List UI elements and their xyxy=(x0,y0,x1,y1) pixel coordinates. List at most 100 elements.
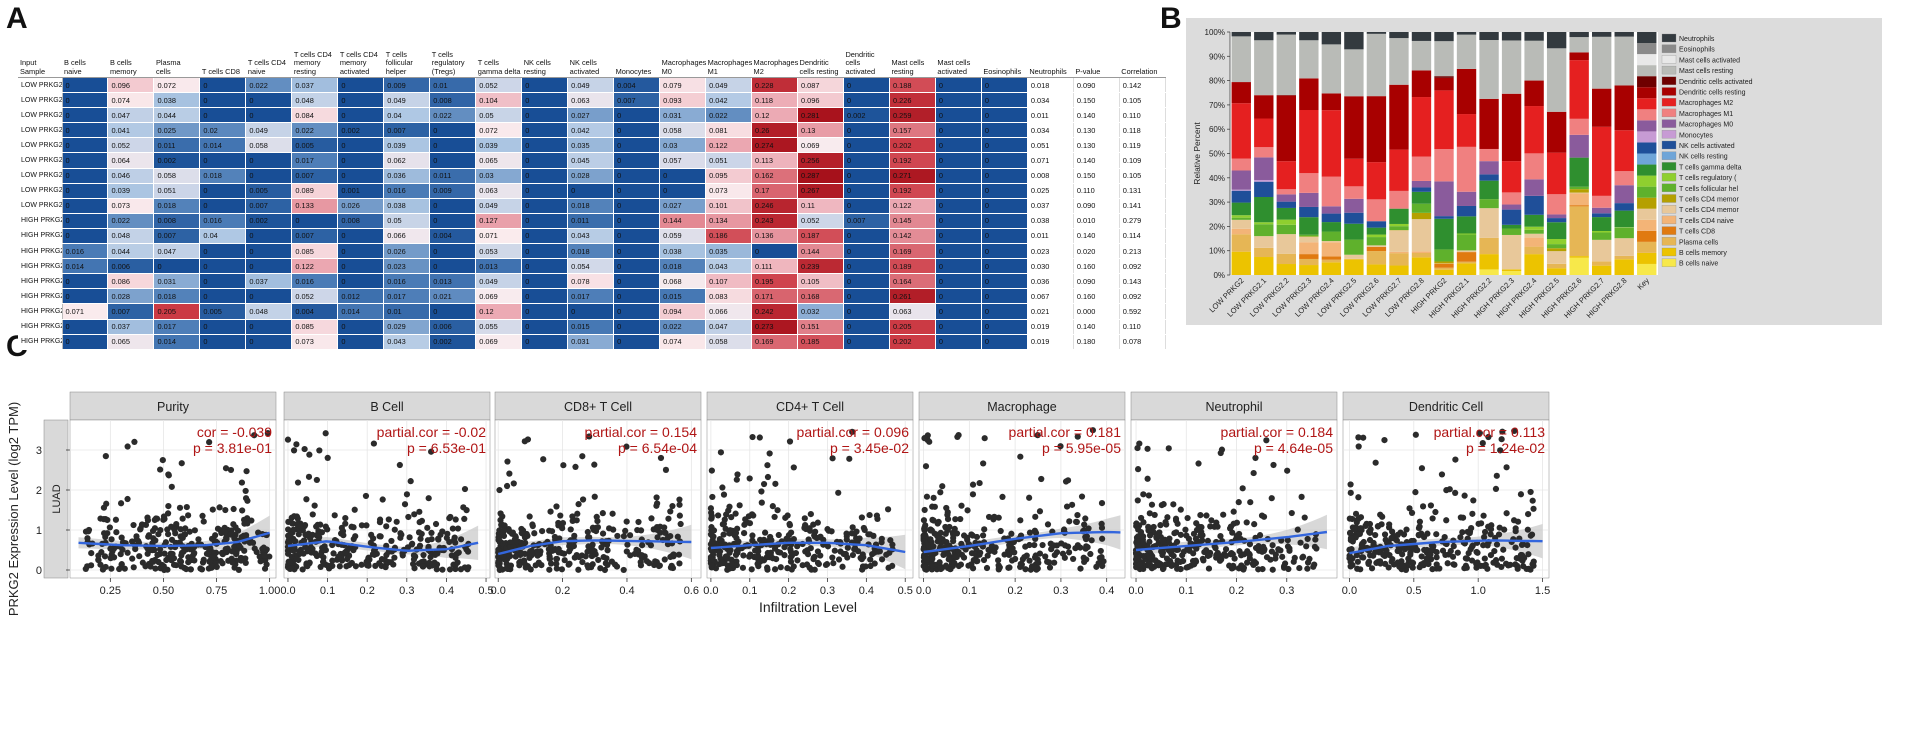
column-header: T cells gamma delta xyxy=(475,44,522,78)
bar-segment xyxy=(1501,161,1522,193)
row-label: HIGH PRKG2.4 xyxy=(18,273,63,290)
data-point xyxy=(1034,565,1041,572)
data-point xyxy=(1291,554,1298,562)
facet-title: CD8+ T Cell xyxy=(564,400,632,414)
table-cell: 0.009 xyxy=(429,183,477,199)
x-axis-label: Infiltration Level xyxy=(759,599,857,615)
data-point xyxy=(178,549,186,557)
y-tick-label: 80% xyxy=(1209,77,1225,86)
table-cell: 0.051 xyxy=(705,152,753,169)
data-point xyxy=(1088,537,1095,544)
data-point xyxy=(1182,526,1189,533)
bar-segment xyxy=(1231,170,1251,190)
data-point xyxy=(1419,503,1427,510)
data-point xyxy=(1415,524,1423,532)
table-cell: 0 xyxy=(521,213,569,229)
table-cell: 0.031 xyxy=(659,107,707,124)
data-point xyxy=(546,527,553,534)
bar-segment xyxy=(1389,208,1409,224)
bar-segment xyxy=(1434,149,1454,182)
data-point xyxy=(670,551,677,558)
data-point xyxy=(614,532,621,540)
bar-segment xyxy=(1299,173,1319,193)
table-cell: 0.072 xyxy=(475,122,523,139)
table-cell: 0.002 xyxy=(843,107,890,124)
data-point xyxy=(635,518,642,526)
table-cell: 0.064 xyxy=(107,152,155,169)
data-point xyxy=(300,537,308,544)
data-point xyxy=(646,560,653,567)
data-point xyxy=(1375,523,1382,530)
data-point xyxy=(1450,561,1457,568)
table-cell: 0.047 xyxy=(153,243,201,260)
y-tick-label: 3 xyxy=(36,445,42,457)
data-point xyxy=(300,550,307,557)
data-point xyxy=(428,529,435,537)
table-cell: 0.079 xyxy=(659,77,707,94)
y-axis-label: Relative Percent xyxy=(1192,122,1202,185)
data-point xyxy=(1053,542,1061,549)
table-cell: 0 xyxy=(62,137,109,154)
bar-segment xyxy=(1299,265,1319,275)
bar-segment xyxy=(1389,265,1409,275)
bar-segment xyxy=(1614,130,1634,172)
data-point xyxy=(1466,529,1473,537)
data-point xyxy=(162,539,169,546)
data-point xyxy=(603,555,610,562)
table-cell: 0 xyxy=(62,168,109,184)
data-point xyxy=(740,530,748,537)
legend-swatch xyxy=(1661,140,1677,150)
bar-segment xyxy=(1591,239,1612,262)
table-cell: 0 xyxy=(429,122,477,139)
key-swatch xyxy=(1637,43,1657,55)
data-point xyxy=(560,462,567,469)
data-point xyxy=(1444,560,1451,567)
data-point xyxy=(1151,511,1158,519)
y-tick-label: 60% xyxy=(1209,125,1225,134)
column-header: Correlation xyxy=(1119,44,1166,78)
bar-segment xyxy=(1501,32,1522,41)
column-header: Macrophages M1 xyxy=(705,44,752,78)
data-point xyxy=(1400,531,1408,538)
table-cell: 0.026 xyxy=(383,243,431,260)
data-point xyxy=(786,520,793,528)
data-point xyxy=(284,436,292,443)
bar-segment xyxy=(1546,194,1567,215)
data-point xyxy=(1026,557,1033,564)
table-row: LOW PRKG2.400.0520.0110.0140.0580.00500.… xyxy=(18,137,1167,154)
bar-segment xyxy=(1456,233,1477,235)
bar-segment xyxy=(1546,248,1567,252)
data-point xyxy=(710,539,717,546)
table-cell: 0.073 xyxy=(291,334,339,350)
table-cell: 0.078 xyxy=(567,273,615,290)
legend-label: Macrophages M0 xyxy=(1679,122,1733,129)
table-cell: 0.053 xyxy=(475,243,523,260)
row-strip-label: LUAD xyxy=(51,484,63,513)
table-cell: 0 xyxy=(337,168,385,184)
data-point xyxy=(802,521,809,529)
table-cell: 0 xyxy=(62,273,109,290)
data-point xyxy=(1352,534,1359,541)
bar-segment xyxy=(1456,263,1477,275)
data-point xyxy=(1518,541,1526,549)
data-point xyxy=(661,556,668,563)
bar-segment xyxy=(1299,234,1319,237)
data-point xyxy=(1207,523,1214,530)
data-point xyxy=(675,551,683,558)
bar-segment xyxy=(1524,195,1544,215)
table-cell: 0 xyxy=(337,152,385,169)
data-point xyxy=(236,542,243,549)
table-cell: 0.007 xyxy=(843,213,890,229)
table-cell: 0 xyxy=(199,243,247,260)
bar-segment xyxy=(1569,192,1589,194)
bar-segment xyxy=(1434,77,1454,91)
table-cell: 0 xyxy=(935,334,982,350)
data-point xyxy=(719,484,726,491)
data-point xyxy=(749,532,756,539)
data-point xyxy=(1214,549,1221,557)
table-cell: 0.044 xyxy=(153,107,201,124)
legend-swatch xyxy=(1661,108,1677,118)
data-point xyxy=(1006,564,1013,571)
bar-segment xyxy=(1569,157,1589,187)
data-point xyxy=(235,566,242,573)
